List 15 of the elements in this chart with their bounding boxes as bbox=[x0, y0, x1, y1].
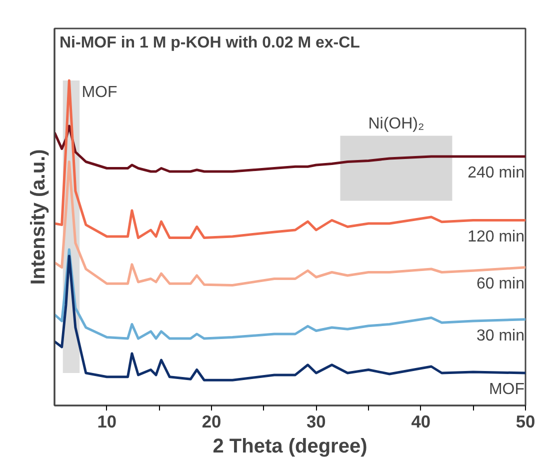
x-tick-label: 30 bbox=[306, 412, 326, 432]
series-label: 60 min bbox=[476, 276, 525, 292]
series-label: 120 min bbox=[468, 228, 524, 246]
band-label: MOF bbox=[82, 84, 118, 101]
x-tick-label: 20 bbox=[202, 412, 222, 432]
series-label: MOF bbox=[488, 381, 525, 398]
band-label: Ni(OH)₂ bbox=[368, 116, 424, 132]
x-tick-label: 10 bbox=[97, 412, 116, 432]
y-axis-title: Intensity (a.u.) bbox=[28, 149, 50, 285]
series-label: 30 min bbox=[476, 328, 525, 344]
chart-title: Ni-MOF in 1 M p-KOH with 0.02 M ex-CL bbox=[60, 34, 360, 52]
x-tick-label: 40 bbox=[411, 412, 430, 432]
series-label: 240 min bbox=[468, 164, 524, 182]
x-axis-title: 2 Theta (degree) bbox=[212, 436, 368, 458]
x-tick-label: 50 bbox=[516, 412, 536, 432]
